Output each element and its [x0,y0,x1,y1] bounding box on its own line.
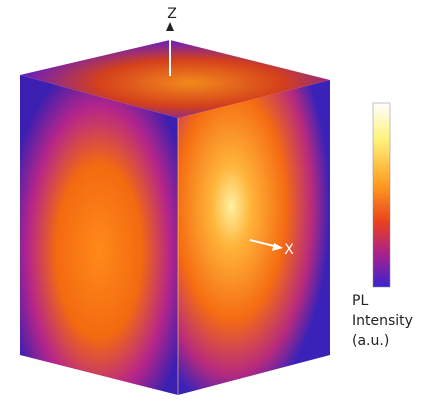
colorbar-label: (a.u.) [352,333,389,349]
colorbar-label: Intensity [352,313,413,329]
z-axis-label: Z [167,6,177,22]
z-axis-arrowhead [166,22,174,31]
page: {"axes": {"z_label": "Z", "x_label": "X"… [0,0,430,401]
x-axis-label: X [284,242,294,258]
cube [20,40,330,395]
cube-left-face [20,75,178,395]
colorbar: PL Intensity (a.u.) [352,103,413,349]
colorbar-scale [373,103,390,287]
colorbar-label: PL [352,293,368,309]
figure: Z X PL Intensity (a.u.) [0,0,430,401]
cube-right-face [178,80,330,395]
